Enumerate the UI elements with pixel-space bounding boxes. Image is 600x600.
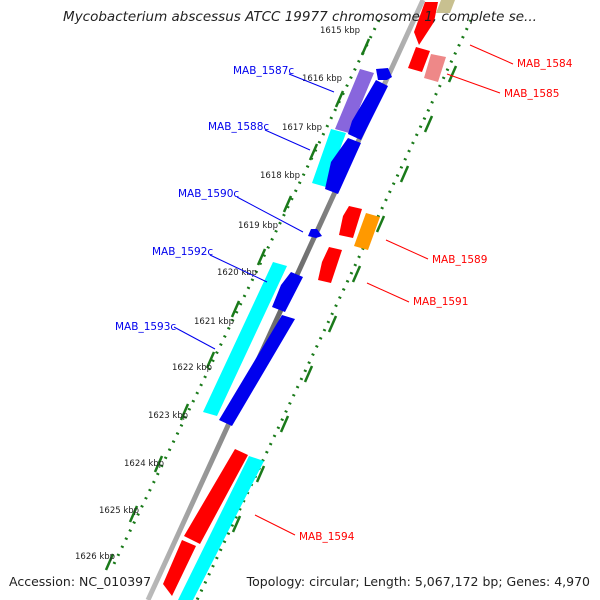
gene-mab-1593c[interactable] [219, 315, 295, 426]
gene-label-mab-1587c: MAB_1587c [233, 65, 294, 77]
gene-pink-feature[interactable] [424, 54, 446, 82]
gene-purple-feature[interactable] [335, 69, 374, 133]
tick-label: 1626 kbp [75, 552, 115, 562]
genome-stats-text: Topology: circular; Length: 5,067,172 bp… [246, 574, 590, 589]
tick-label: 1620 kbp [217, 268, 257, 278]
tick-marks-outer [231, 65, 458, 533]
gene-mab-1592c[interactable] [272, 272, 303, 312]
tick-rings [104, 19, 473, 600]
gene-label-mab-1589: MAB_1589 [432, 254, 487, 266]
tick-label: 1619 kbp [238, 221, 278, 231]
map-title: Mycobacterium abscessus ATCC 19977 chrom… [63, 9, 537, 25]
gene-mab-1587c[interactable] [376, 68, 392, 80]
label-leader-mab-1584 [469, 44, 514, 65]
label-leader-mab-1591 [366, 282, 410, 303]
label-leader-mab-1587c [288, 73, 335, 93]
gene-label-mab-1593c: MAB_1593c [115, 321, 176, 333]
label-leader-mab-1592c [209, 254, 268, 283]
gene-labels: MAB_1587c MAB_1588c MAB_1590c MAB_1592c … [115, 44, 573, 543]
gene-label-mab-1588c: MAB_1588c [208, 121, 269, 133]
tick-label: 1625 kbp [99, 506, 139, 516]
gene-mab-1591[interactable] [318, 247, 342, 283]
tick-marks-inner [104, 38, 371, 571]
tick-label: 1624 kbp [124, 459, 164, 469]
tick-label: 1618 kbp [260, 171, 300, 181]
gene-orange-feature[interactable] [354, 213, 380, 250]
gene-label-mab-1591: MAB_1591 [413, 296, 468, 308]
gene-label-mab-1592c: MAB_1592c [152, 246, 213, 258]
tick-label: 1617 kbp [282, 123, 322, 133]
tick-label: 1622 kbp [172, 363, 212, 373]
accession-text: Accession: NC_010397 [9, 574, 152, 589]
label-leader-mab-1590c [236, 196, 304, 233]
gene-mab-1590c[interactable] [308, 229, 322, 238]
gene-label-mab-1590c: MAB_1590c [178, 188, 239, 200]
outer-tick-ring [195, 19, 473, 600]
tick-label: 1616 kbp [302, 74, 342, 84]
gene-label-mab-1585: MAB_1585 [504, 88, 559, 100]
gene-cyan-1588c[interactable] [312, 129, 346, 187]
gene-mab-1584[interactable] [414, 2, 438, 45]
gene-mab-1585[interactable] [408, 47, 430, 72]
gene-mab-1588c[interactable] [325, 138, 361, 194]
tick-label: 1615 kbp [320, 26, 360, 36]
gene-mab-1594-lower[interactable] [163, 540, 196, 596]
tick-label: 1621 kbp [194, 317, 234, 327]
tick-label: 1623 kbp [148, 411, 188, 421]
gene-mab-1594[interactable] [184, 449, 248, 544]
features [163, 0, 455, 600]
label-leader-mab-1585 [446, 73, 501, 94]
tick-labels: 1615 kbp 1616 kbp 1617 kbp 1618 kbp 1619… [75, 26, 360, 562]
gene-mab-1589[interactable] [339, 206, 362, 238]
label-leader-mab-1594 [254, 514, 296, 536]
gene-cyan-1594[interactable] [178, 456, 264, 600]
gene-mab-1588c-upper[interactable] [348, 80, 388, 140]
gene-khaki-feature[interactable] [436, 0, 455, 13]
gene-label-mab-1594: MAB_1594 [299, 531, 355, 543]
label-leader-mab-1588c [264, 129, 311, 151]
gene-cyan-1593c[interactable] [203, 262, 287, 416]
label-leader-mab-1589 [385, 239, 429, 260]
gene-label-mab-1584: MAB_1584 [517, 58, 573, 70]
label-leader-mab-1593c [173, 326, 216, 350]
